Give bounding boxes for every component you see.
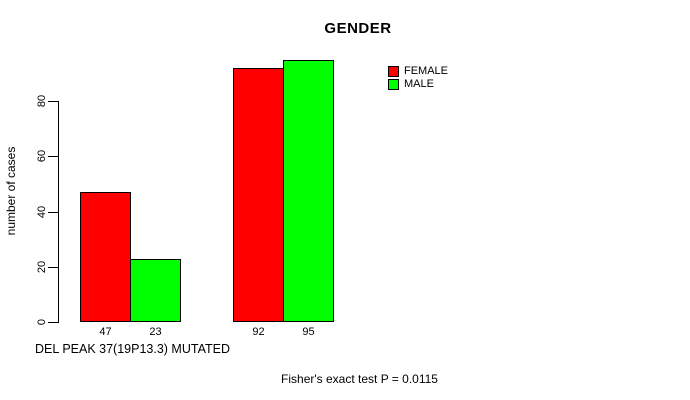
legend-swatch-male: [388, 78, 399, 90]
y-tick-label-40: 40: [36, 205, 48, 219]
y-tick-mark-0: [48, 322, 58, 323]
x-axis-note: DEL PEAK 37(19P13.3) MUTATED: [35, 342, 230, 356]
y-tick-label-60: 60: [36, 149, 48, 163]
legend-item-male: MALE: [388, 78, 448, 90]
bar-value-female-group2: 92: [252, 326, 265, 338]
y-tick-label-80: 80: [36, 94, 48, 108]
y-tick-label-0: 0: [36, 318, 48, 326]
y-axis-line: [58, 101, 59, 323]
bar-male-group2: [283, 60, 334, 322]
bar-value-male-group1: 23: [149, 326, 162, 338]
legend-swatch-female: [388, 65, 399, 77]
y-tick-mark-60: [48, 156, 58, 157]
y-tick-mark-80: [48, 101, 58, 102]
y-tick-mark-40: [48, 212, 58, 213]
legend-label-female: FEMALE: [404, 65, 449, 77]
bar-value-female-group1: 47: [99, 326, 112, 338]
bar-female-group1: [80, 192, 131, 322]
y-tick-mark-20: [48, 267, 58, 268]
bar-male-group1: [130, 259, 181, 322]
legend-label-male: MALE: [404, 78, 434, 90]
y-axis-label: number of cases: [4, 146, 18, 236]
annotation-fisher-test: Fisher's exact test P = 0.0115: [281, 372, 438, 386]
y-tick-label-20: 20: [36, 260, 48, 274]
chart-title: GENDER: [324, 20, 392, 37]
bar-value-male-group2: 95: [302, 326, 315, 338]
legend: FEMALE MALE: [388, 65, 448, 91]
bar-female-group2: [233, 68, 284, 322]
legend-item-female: FEMALE: [388, 65, 448, 77]
